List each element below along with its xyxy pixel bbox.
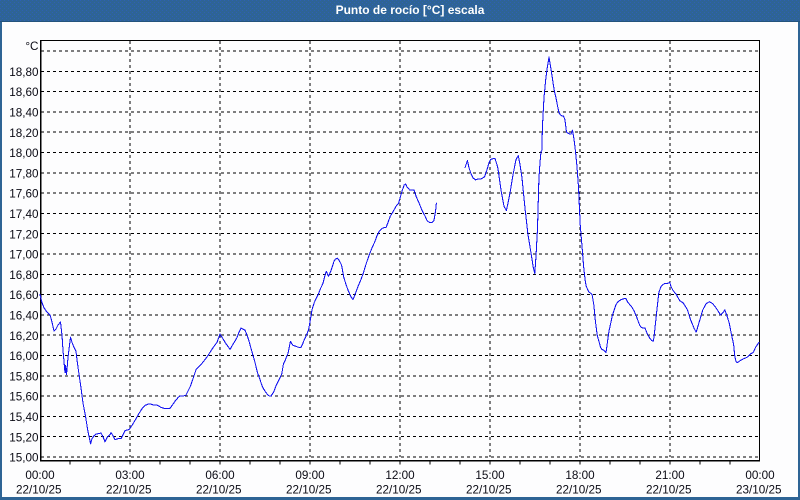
svg-text:09:00: 09:00: [295, 469, 325, 482]
svg-text:22/10/25: 22/10/25: [646, 483, 692, 496]
svg-text:17,00: 17,00: [9, 249, 39, 262]
svg-text:Punto de rocío [°C] escala: Punto de rocío [°C] escala: [336, 3, 485, 17]
svg-text:15,60: 15,60: [9, 391, 39, 404]
svg-text:15,20: 15,20: [9, 431, 39, 444]
svg-text:16,20: 16,20: [9, 330, 39, 343]
svg-text:22/10/25: 22/10/25: [196, 483, 242, 496]
svg-text:16,80: 16,80: [9, 269, 39, 282]
svg-text:16,60: 16,60: [9, 289, 39, 302]
svg-text:23/10/25: 23/10/25: [736, 483, 782, 496]
svg-text:18,60: 18,60: [9, 86, 39, 99]
svg-text:22/10/25: 22/10/25: [106, 483, 152, 496]
svg-text:21:00: 21:00: [655, 469, 685, 482]
svg-text:18:00: 18:00: [565, 469, 595, 482]
svg-text:15:00: 15:00: [475, 469, 505, 482]
svg-text:17,40: 17,40: [9, 208, 39, 221]
svg-text:°C: °C: [25, 40, 38, 53]
svg-text:17,60: 17,60: [9, 188, 39, 201]
svg-text:15,80: 15,80: [9, 370, 39, 383]
svg-text:18,00: 18,00: [9, 147, 39, 160]
svg-text:18,40: 18,40: [9, 107, 39, 120]
svg-text:18,80: 18,80: [9, 66, 39, 79]
svg-text:15,40: 15,40: [9, 411, 39, 424]
svg-text:16,00: 16,00: [9, 350, 39, 363]
svg-text:22/10/25: 22/10/25: [16, 483, 62, 496]
svg-text:18,20: 18,20: [9, 127, 39, 140]
svg-text:22/10/25: 22/10/25: [466, 483, 512, 496]
svg-text:03:00: 03:00: [115, 469, 145, 482]
svg-text:00:00: 00:00: [745, 469, 775, 482]
svg-text:15,00: 15,00: [9, 452, 39, 465]
svg-text:22/10/25: 22/10/25: [556, 483, 602, 496]
svg-text:22/10/25: 22/10/25: [376, 483, 422, 496]
svg-text:06:00: 06:00: [205, 469, 235, 482]
svg-text:00:00: 00:00: [25, 469, 55, 482]
svg-text:16,40: 16,40: [9, 310, 39, 323]
svg-text:22/10/25: 22/10/25: [286, 483, 332, 496]
svg-text:12:00: 12:00: [385, 469, 415, 482]
svg-text:17,80: 17,80: [9, 167, 39, 180]
svg-text:17,20: 17,20: [9, 228, 39, 241]
